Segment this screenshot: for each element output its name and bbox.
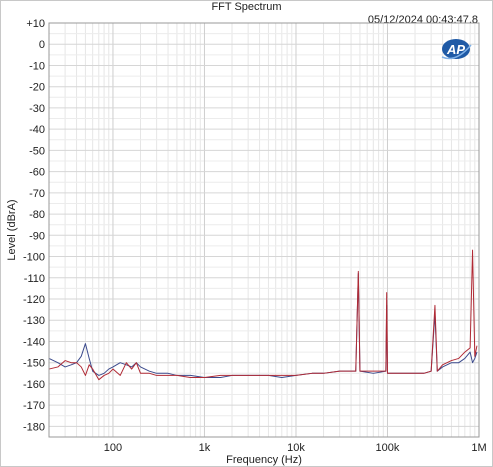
y-tick-label: -70 — [29, 188, 45, 200]
ap-logo-text: AP — [446, 42, 465, 57]
y-tick-label: -90 — [29, 230, 45, 242]
y-tick-label: -10 — [29, 60, 45, 72]
x-axis-label: Frequency (Hz) — [226, 454, 302, 466]
x-tick-label: 100k — [376, 442, 400, 454]
y-tick-label: -110 — [24, 273, 45, 285]
x-axis-ticks: 100 1k 10k 100k 1M — [104, 442, 487, 454]
y-axis-label: Level (dBrA) — [6, 199, 18, 260]
grid-major — [49, 22, 480, 437]
ap-logo: AP — [441, 39, 472, 60]
series-line-2 — [48, 249, 478, 381]
y-axis-ticks: +10 0 -10 -20 -30 -40 -50 -60 -70 -80 -90 -100 -110 -… — [23, 18, 45, 433]
y-tick-label: -80 — [29, 209, 45, 221]
x-tick-label: 10k — [287, 442, 305, 454]
y-tick-label: -20 — [29, 82, 45, 94]
x-tick-label: 1k — [199, 442, 211, 454]
series-layer — [48, 249, 478, 381]
y-tick-label: -140 — [23, 336, 45, 348]
y-tick-label: -60 — [29, 167, 45, 179]
y-tick-label: -100 — [23, 252, 45, 264]
x-tick-label: 1M — [471, 442, 486, 454]
y-tick-label: -150 — [23, 358, 45, 370]
y-tick-label: -160 — [23, 379, 45, 391]
y-tick-label: 0 — [39, 39, 45, 51]
y-tick-label: +10 — [26, 18, 45, 30]
y-tick-label: -50 — [29, 145, 45, 157]
grid-minor — [48, 23, 480, 438]
y-tick-label: -180 — [23, 421, 45, 433]
x-tick-label: 100 — [104, 442, 122, 454]
y-tick-label: -30 — [29, 103, 45, 115]
ap-logo-badge — [442, 39, 470, 59]
y-tick-label: -130 — [23, 315, 45, 327]
chart-title: FFT Spectrum — [211, 1, 282, 13]
y-tick-label: -170 — [23, 400, 45, 412]
plot-border — [48, 22, 480, 438]
y-tick-label: -40 — [29, 124, 45, 136]
y-tick-label: -120 — [23, 294, 45, 306]
ap-logo-swoosh — [441, 44, 472, 60]
